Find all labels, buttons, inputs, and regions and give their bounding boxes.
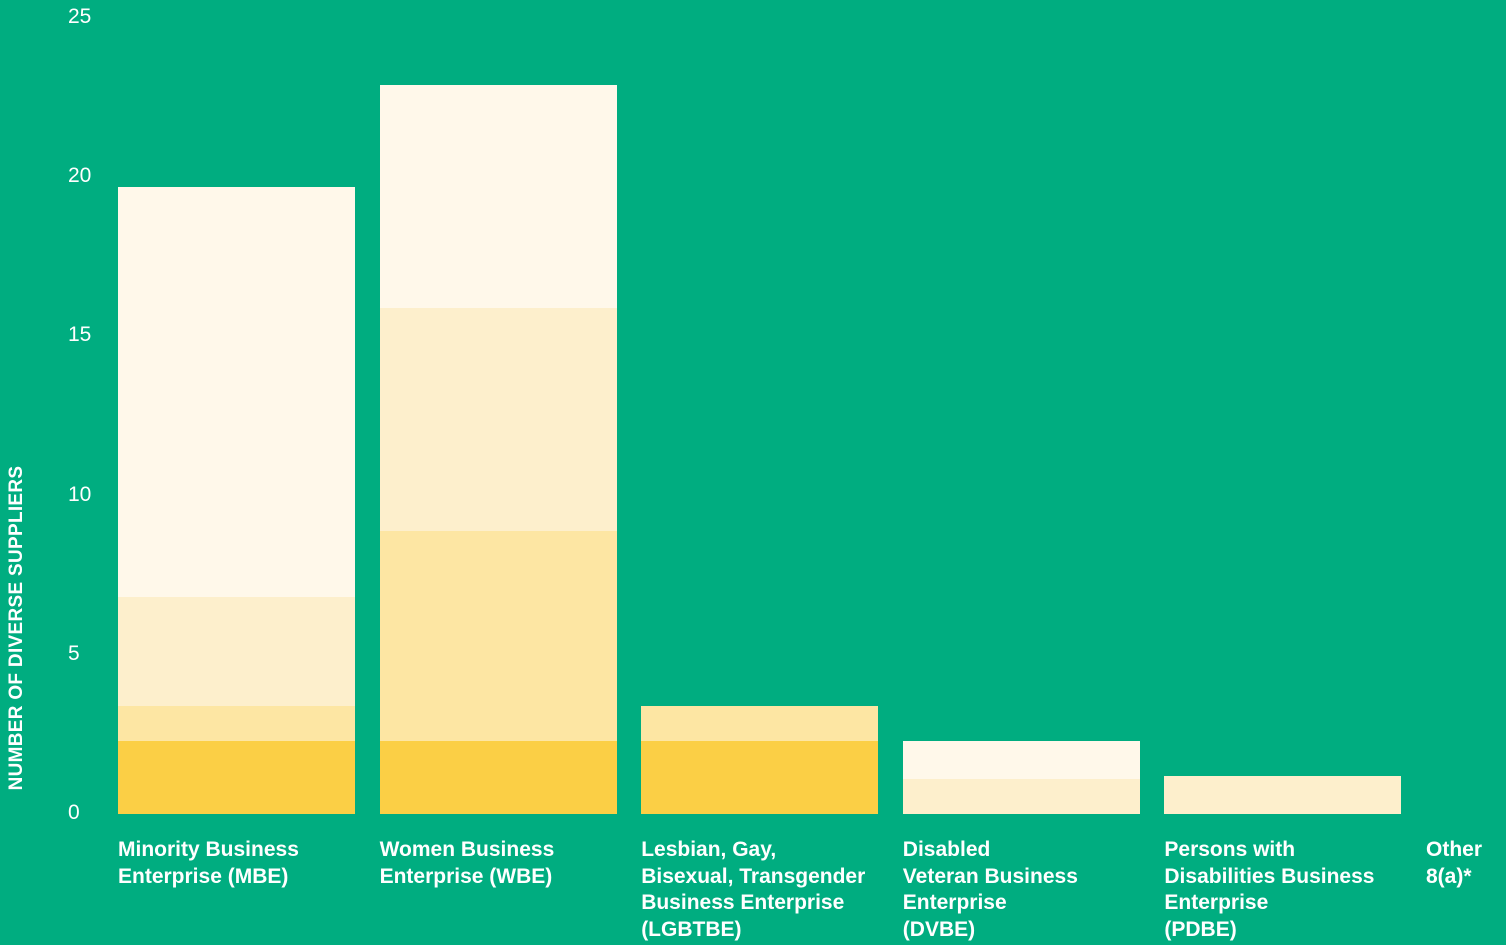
bar-segment <box>118 597 355 706</box>
bar-segment <box>379 307 617 531</box>
y-tick-label: 20 <box>68 164 92 188</box>
bar-segment <box>902 740 1140 779</box>
bar-segment <box>1164 775 1402 814</box>
bar-segment <box>379 530 617 741</box>
x-category-label: Disabled Veteran Business Enterprise (DV… <box>902 838 1078 941</box>
y-tick-label: 15 <box>68 323 92 347</box>
x-category-label: Lesbian, Gay, Bisexual, Transgender Busi… <box>641 838 866 941</box>
x-category-label: Women Business Enterprise (WBE) <box>379 838 555 888</box>
bar-segment <box>118 186 355 598</box>
y-tick-label: 5 <box>68 641 80 665</box>
bar-segment <box>641 705 879 741</box>
bar-segment <box>379 84 617 308</box>
bar-segment <box>379 740 617 814</box>
bar-segment <box>902 778 1140 814</box>
bar-segment <box>118 705 355 741</box>
x-category-label: Persons with Disabilities Business Enter… <box>1164 838 1375 941</box>
y-tick-label: 10 <box>68 482 92 506</box>
x-category-label: Minority Business Enterprise (MBE) <box>118 838 299 888</box>
bar-segment <box>641 740 879 814</box>
y-tick-label: 0 <box>68 801 80 824</box>
bar-segment <box>118 740 355 814</box>
y-axis-label: NUMBER OF DIVERSE SUPPLIERS <box>6 465 27 791</box>
y-tick-label: 25 <box>68 5 92 28</box>
x-category-label: Other 8(a)* <box>1426 838 1483 888</box>
